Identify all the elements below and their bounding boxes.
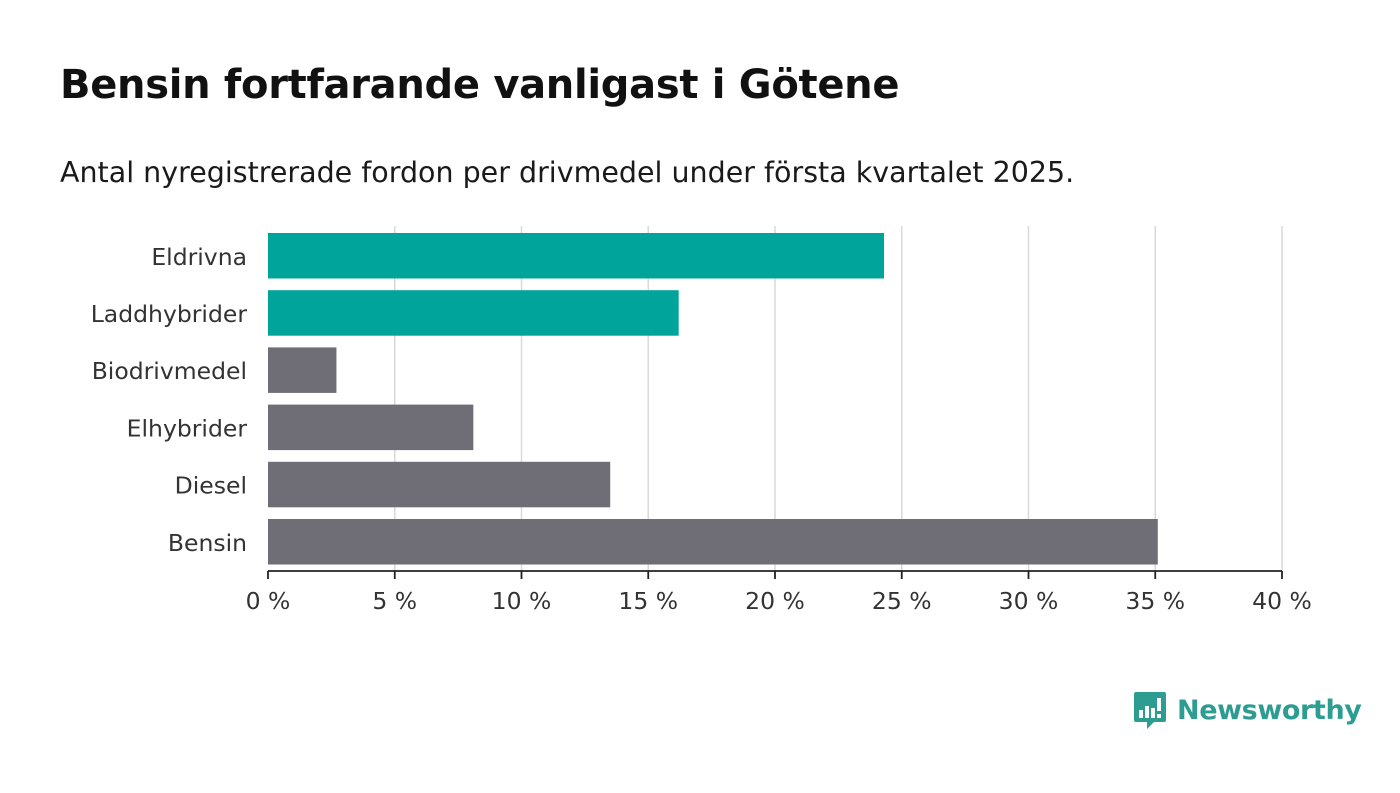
category-label: Diesel: [175, 472, 247, 500]
x-tick-label: 40 %: [1252, 587, 1312, 615]
bar: [268, 290, 679, 336]
x-tick-label: 0 %: [246, 587, 291, 615]
category-label: Biodrivmedel: [92, 357, 247, 385]
bar: [268, 233, 885, 279]
bar: [268, 519, 1158, 565]
category-label: Laddhybrider: [91, 300, 248, 328]
x-tick-label: 25 %: [872, 587, 932, 615]
x-tick-label: 15 %: [618, 587, 678, 615]
category-label: Eldrivna: [151, 243, 247, 271]
chart-title: Bensin fortfarande vanligast i Götene: [60, 62, 900, 108]
category-label: Bensin: [168, 529, 247, 557]
x-tick-label: 10 %: [492, 587, 552, 615]
x-tick-label: 5 %: [372, 587, 417, 615]
x-tick-label: 20 %: [745, 587, 805, 615]
x-tick-label: 30 %: [999, 587, 1059, 615]
chart-subtitle: Antal nyregistrerade fordon per drivmede…: [60, 156, 1075, 189]
bar: [268, 404, 474, 451]
bar: [268, 461, 611, 508]
x-tick-label: 35 %: [1125, 587, 1185, 615]
bar: [268, 347, 337, 393]
brand-logo: Newsworthy: [1133, 690, 1362, 730]
bar-chart-speech-bubble-icon: [1134, 692, 1166, 729]
brand-name: Newsworthy: [1177, 694, 1362, 726]
category-label: Elhybrider: [127, 414, 248, 442]
